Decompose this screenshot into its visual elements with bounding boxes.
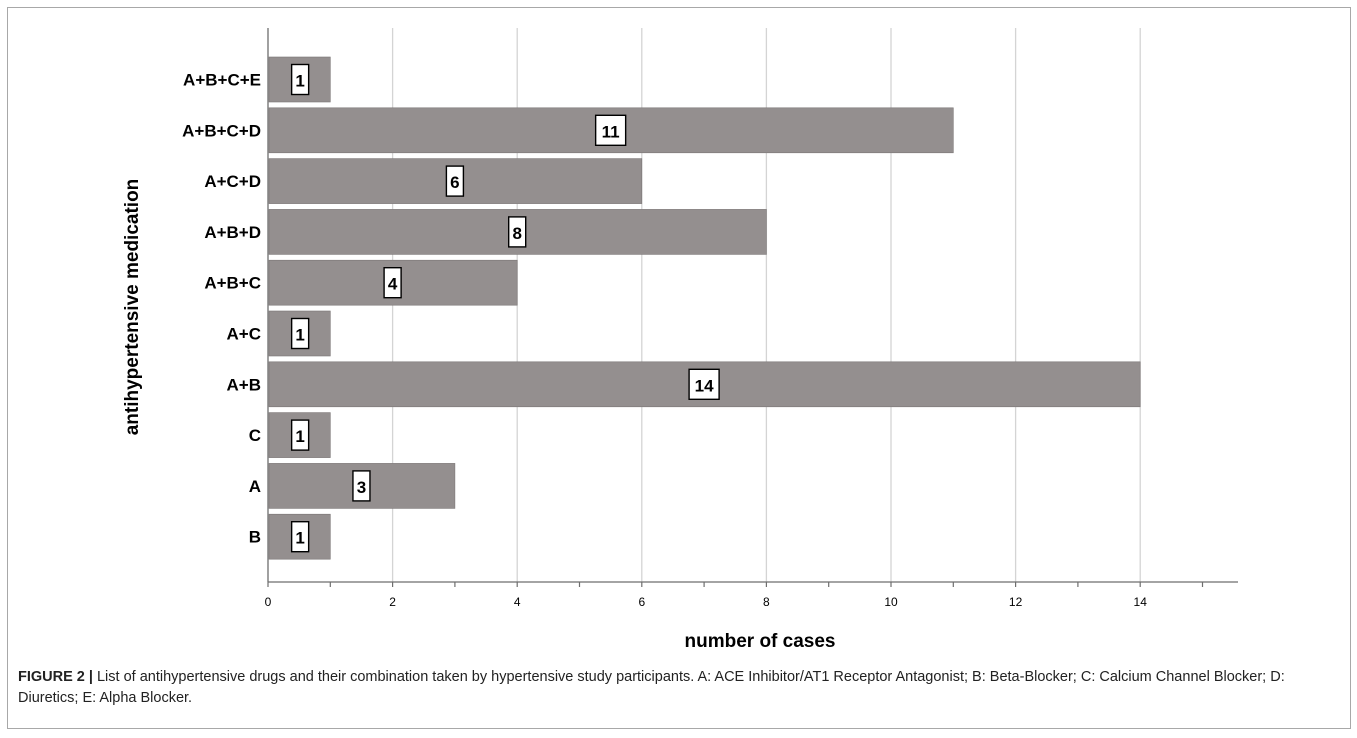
data-label-box <box>594 114 627 147</box>
x-axis-title: number of cases <box>685 631 836 652</box>
data-label-box <box>688 368 720 400</box>
x-tick-label: 10 <box>884 595 898 609</box>
caption-text: List of antihypertensive drugs and their… <box>18 669 1285 706</box>
data-label: 3 <box>357 478 366 497</box>
data-label: 4 <box>388 275 398 294</box>
x-tick-label: 14 <box>1134 595 1148 609</box>
category-label: A+C <box>227 325 261 344</box>
category-label: C <box>249 426 261 445</box>
data-label-box <box>383 267 402 299</box>
x-tick-label: 6 <box>638 595 645 609</box>
x-tick-label: 2 <box>389 595 396 609</box>
data-label-box <box>290 63 310 96</box>
category-label: A+C+D <box>204 172 261 191</box>
data-label: 6 <box>450 173 459 192</box>
x-tick-label: 4 <box>514 595 521 609</box>
y-axis-title: antihypertensive medication <box>122 179 143 436</box>
data-label: 1 <box>295 326 304 345</box>
category-label: B <box>249 528 261 547</box>
category-label: A+B+C+D <box>182 121 261 140</box>
category-label: A+B+D <box>204 223 261 242</box>
x-tick-label: 0 <box>265 595 272 609</box>
caption-lead: FIGURE 2 | <box>18 669 93 685</box>
category-label: A+B <box>227 375 261 394</box>
category-labels: A+B+C+E A+B+C+D A+C+D A+B+D A+B+C A+C A+B C A B <box>182 71 261 547</box>
category-label: A+B+C <box>204 274 261 293</box>
data-label-box <box>290 521 310 553</box>
data-label-box <box>508 216 527 248</box>
data-label-box <box>445 165 465 197</box>
data-label: 8 <box>512 224 521 243</box>
figure-caption: FIGURE 2 | List of antihypertensive drug… <box>18 667 1328 709</box>
axes <box>267 28 1238 587</box>
category-label: A <box>249 477 261 496</box>
x-tick-label: 12 <box>1009 595 1023 609</box>
bars <box>268 56 1141 560</box>
category-label: A+B+C+E <box>183 71 261 90</box>
x-tick-label: 8 <box>763 595 770 609</box>
data-label: 1 <box>295 427 304 446</box>
data-label-box <box>290 419 310 451</box>
data-label: 11 <box>602 122 620 141</box>
data-label-box <box>352 470 371 502</box>
data-label: 1 <box>295 72 304 91</box>
x-tick-labels: 0 2 4 6 8 10 12 14 <box>265 595 1148 609</box>
data-label-box <box>290 317 310 350</box>
data-label: 1 <box>295 529 304 548</box>
data-label: 14 <box>695 376 714 395</box>
